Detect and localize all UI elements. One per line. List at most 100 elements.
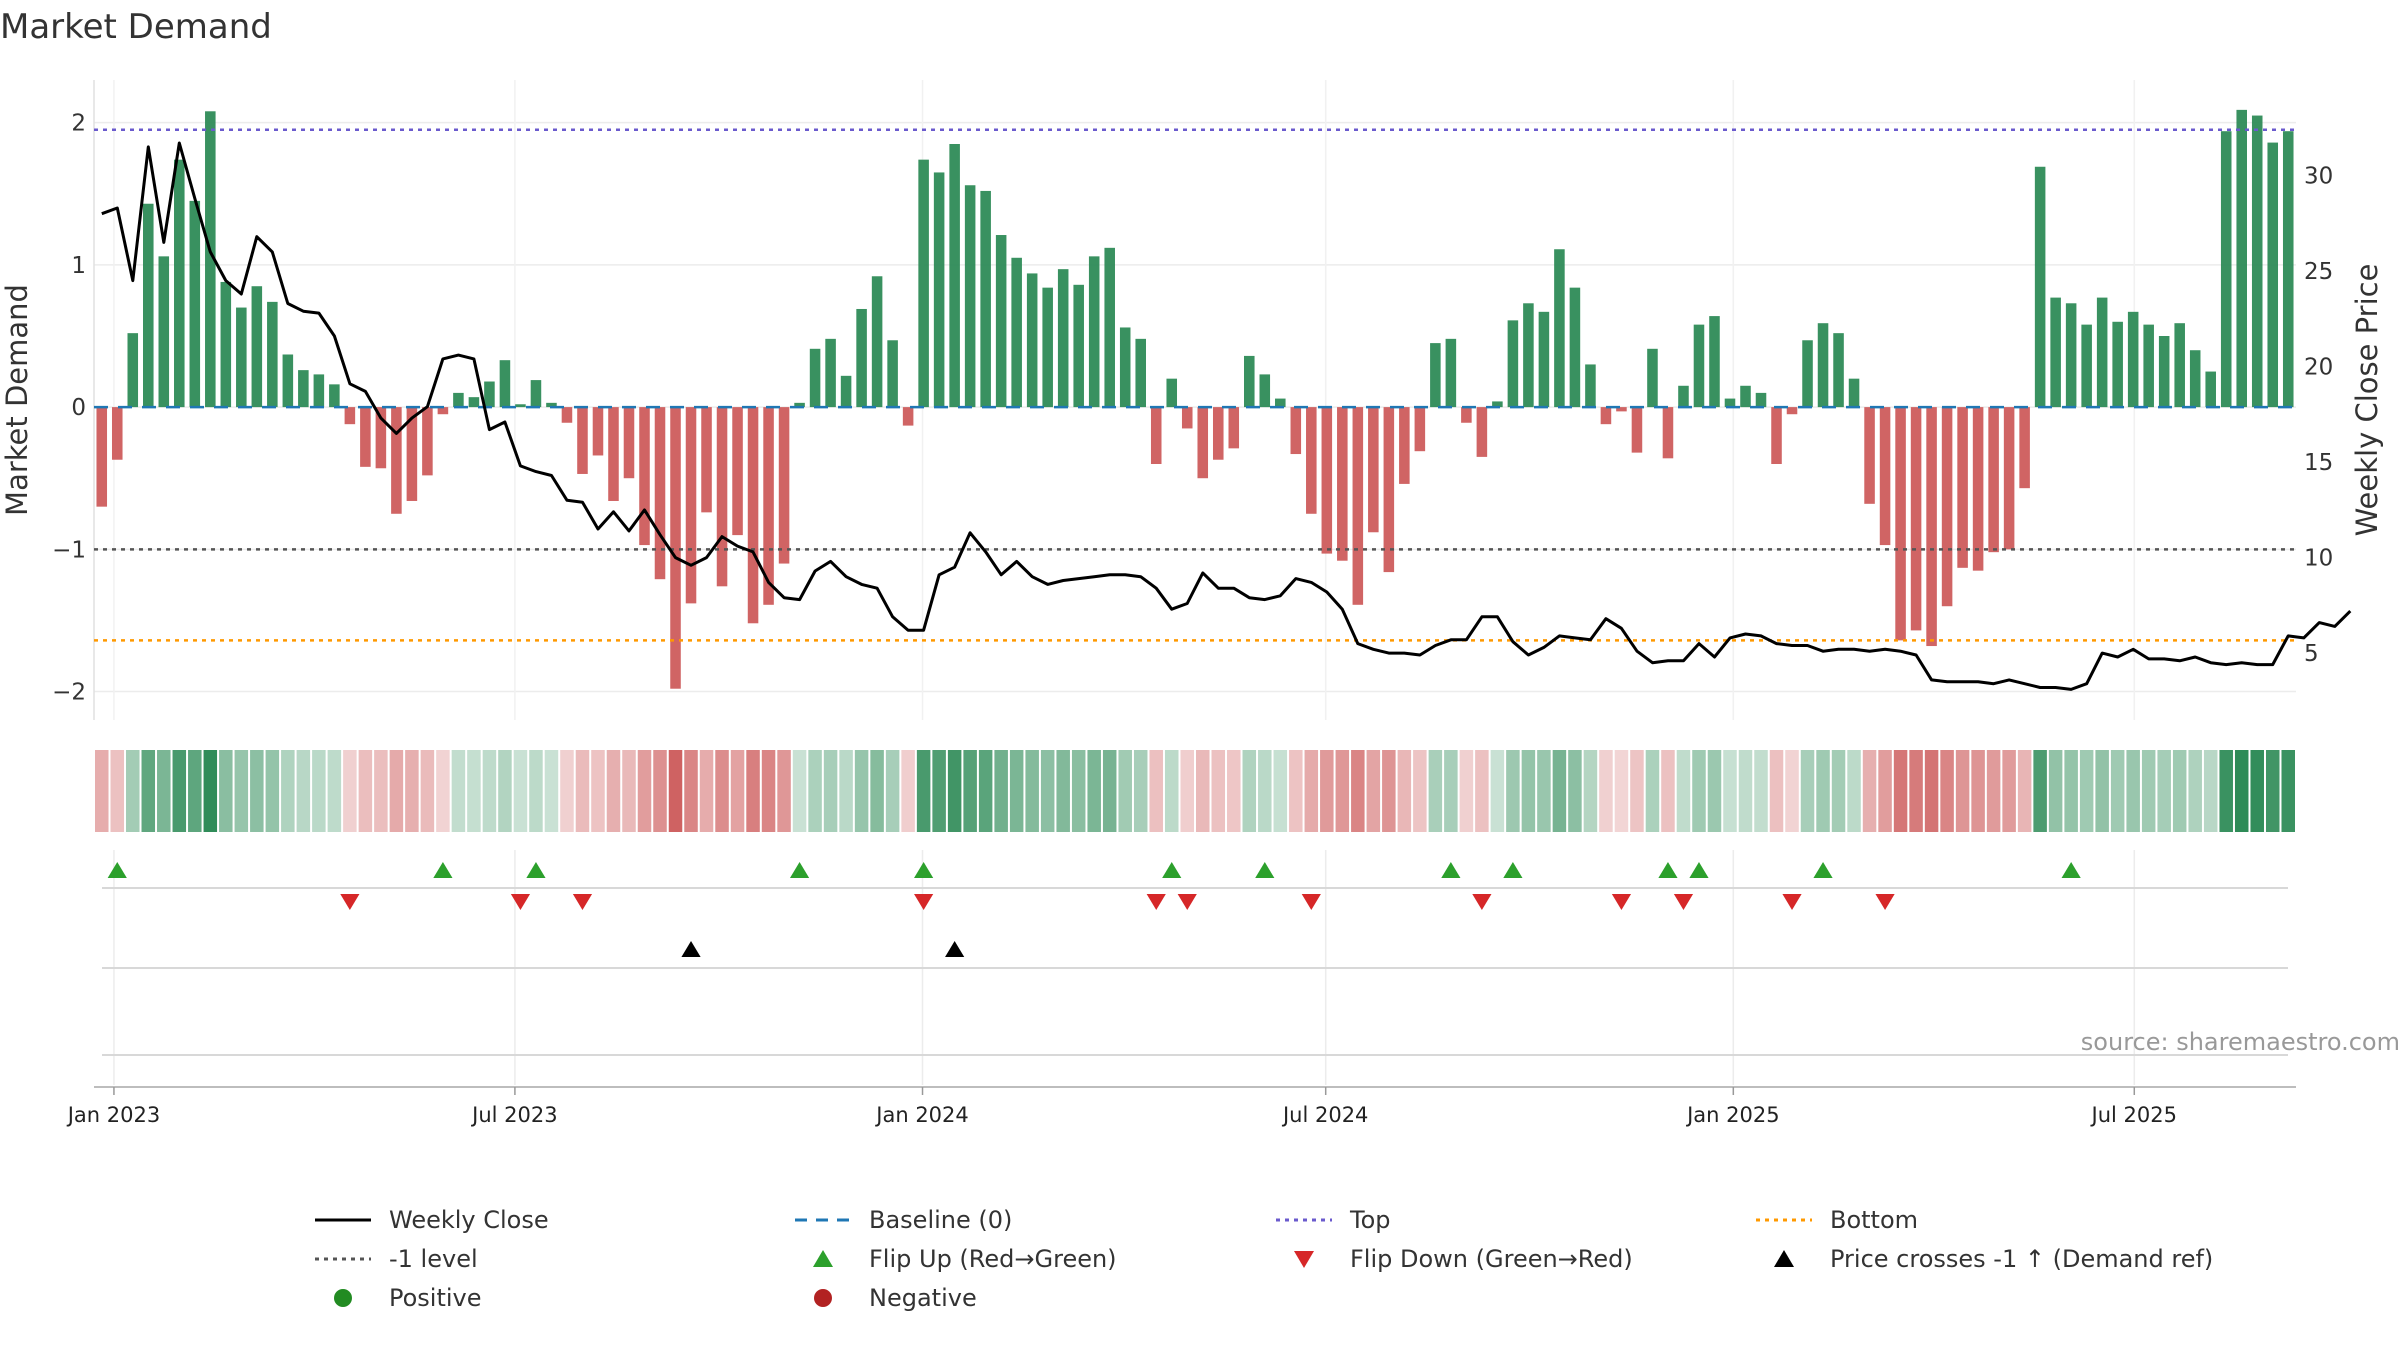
heat-cell	[203, 750, 218, 832]
positive-bar	[515, 404, 526, 408]
negative-bar	[96, 407, 108, 507]
negative-bar	[406, 407, 418, 501]
heat-cell	[2188, 750, 2202, 832]
positive-bar	[2220, 131, 2232, 408]
positive-bar	[158, 256, 170, 408]
x-tick-label: Jul 2025	[2090, 1103, 2177, 1127]
positive-bar	[856, 308, 867, 408]
heat-cell	[250, 750, 264, 832]
positive-bar	[468, 397, 480, 408]
negative-bar	[1988, 407, 1999, 553]
heat-cell	[715, 750, 729, 832]
heat-cell	[2033, 750, 2047, 832]
heat-cell	[265, 750, 280, 832]
positive-bar	[2127, 311, 2139, 408]
heat-cell	[141, 750, 156, 832]
heat-cell	[1847, 750, 1861, 832]
demand-bars	[96, 109, 2294, 689]
negative-bar	[1941, 407, 1953, 607]
positive-bar	[2251, 115, 2263, 408]
negative-bar	[732, 407, 743, 536]
heat-cell	[2157, 750, 2171, 832]
positive-bar	[282, 354, 294, 408]
flip-down-marker	[1177, 894, 1197, 910]
legend-label: Flip Down (Green→Red)	[1350, 1245, 1633, 1273]
positive-bar	[530, 380, 542, 408]
heat-cell	[1227, 750, 1241, 832]
positive-bar	[809, 348, 821, 408]
positive-bar	[1119, 327, 1131, 408]
flip-down-marker	[572, 894, 593, 910]
positive-bar	[1507, 320, 1519, 408]
negative-bar	[344, 407, 356, 425]
heat-cell	[1506, 750, 1520, 832]
positive-bar	[1011, 257, 1022, 408]
positive-bar	[995, 235, 1007, 408]
positive-bar	[1538, 311, 1550, 408]
flip-up-marker	[1503, 862, 1523, 878]
negative-bar	[375, 407, 387, 469]
heat-cell	[405, 750, 419, 832]
heat-cell	[1986, 750, 2001, 832]
positive-bar	[220, 281, 232, 408]
positive-bar	[2267, 142, 2279, 408]
heat-cell	[1614, 750, 1629, 832]
heat-cell	[1552, 750, 1567, 832]
heat-cell	[1382, 750, 1396, 832]
positive-bar	[189, 200, 201, 408]
triangle-up-icon	[1774, 1250, 1794, 1267]
heat-cell	[1133, 750, 1148, 832]
heat-cell	[1707, 750, 1722, 832]
positive-bar	[2236, 109, 2247, 408]
heat-cell	[172, 750, 187, 832]
heat-cell	[1071, 750, 1086, 832]
positive-bar	[2050, 297, 2061, 408]
heat-cell	[529, 750, 543, 832]
negative-bar	[1879, 407, 1891, 546]
x-tick-label: Jan 2025	[1685, 1103, 1780, 1127]
flip-up-marker	[914, 862, 934, 878]
positive-bar	[1430, 343, 1441, 408]
heat-cell	[1009, 750, 1024, 832]
positive-bar	[1817, 323, 1829, 408]
negative-bar	[1212, 407, 1224, 460]
heat-cell	[2141, 750, 2156, 832]
heat-cell	[947, 750, 962, 832]
heat-cell	[591, 750, 605, 832]
heat-cell	[1661, 750, 1675, 832]
negative-bar	[1352, 407, 1364, 605]
negative-bar	[1926, 407, 1937, 647]
y-tick-label: −2	[52, 680, 86, 706]
heat-cell	[870, 750, 884, 832]
heat-cell	[1940, 750, 1954, 832]
flip-up-marker	[433, 862, 453, 878]
negative-bar	[391, 407, 402, 514]
positive-bar	[298, 370, 309, 408]
legend-label: Top	[1350, 1206, 1391, 1234]
circle-icon	[334, 1289, 352, 1307]
positive-bar	[794, 402, 805, 408]
negative-bar	[1616, 407, 1627, 412]
positive-bar	[871, 276, 883, 408]
flip-up-marker	[1813, 862, 1833, 878]
heat-cell	[1816, 750, 1830, 832]
positive-bar	[1073, 284, 1084, 408]
y-axis-ticks: 2 1 0 −1 −2	[52, 111, 86, 706]
positive-bar	[205, 111, 216, 408]
heat-cell	[389, 750, 404, 832]
negative-bar	[1600, 407, 1612, 425]
heat-cell	[994, 750, 1008, 832]
positive-bar	[1259, 374, 1271, 408]
flip-up-marker	[1658, 862, 1678, 878]
reference-lines	[94, 128, 2296, 642]
legend-label: Flip Up (Red→Green)	[869, 1245, 1117, 1273]
heat-cell	[420, 750, 435, 832]
positive-bar	[2205, 371, 2216, 408]
positive-bar	[2174, 323, 2185, 408]
heat-cell	[1289, 750, 1303, 832]
positive-bar	[1104, 247, 1115, 408]
heat-cell	[2265, 750, 2280, 832]
flip-down-marker	[1472, 894, 1492, 910]
negative-bar	[763, 407, 774, 605]
y2-tick-label: 5	[2304, 641, 2319, 667]
